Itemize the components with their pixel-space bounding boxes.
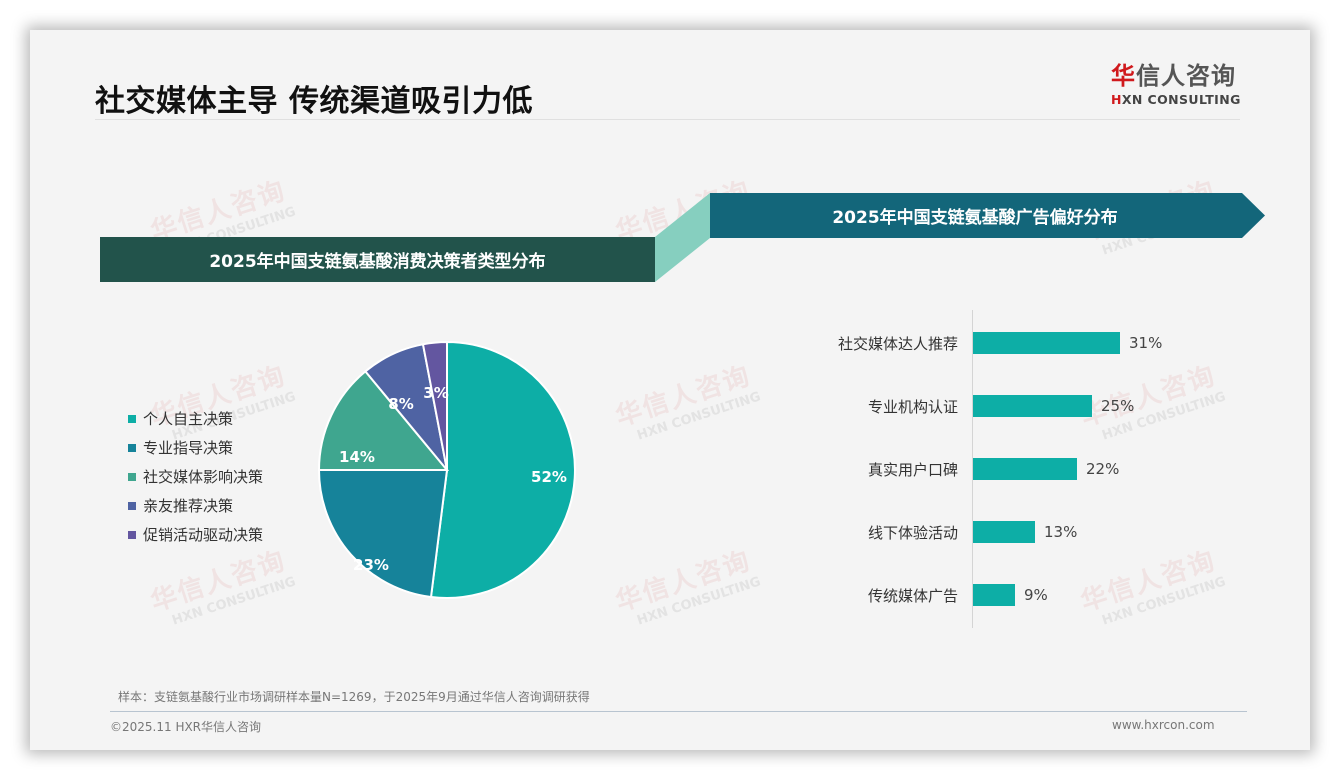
logo-en: HXN CONSULTING	[1111, 92, 1241, 107]
page-title: 社交媒体主导 传统渠道吸引力低	[95, 84, 533, 119]
left-chart-banner: 2025年中国支链氨基酸消费决策者类型分布	[100, 237, 655, 282]
pie-label: 3%	[423, 384, 448, 402]
sample-note: 样本：支链氨基酸行业市场调研样本量N=1269，于2025年9月通过华信人咨询调…	[118, 690, 590, 704]
banner-connector	[655, 193, 710, 282]
legend-item: 专业指导决策	[128, 433, 263, 462]
bar-row: 专业机构认证 25%	[867, 395, 1135, 417]
legend-item: 亲友推荐决策	[128, 491, 263, 520]
pie-chart: 52% 23% 14% 8% 3%	[317, 340, 576, 599]
legend-swatch	[128, 414, 136, 423]
footer-divider	[110, 711, 1247, 712]
pie-label: 8%	[388, 395, 413, 413]
pie-slice-promo	[421, 340, 448, 471]
bar-row: 传统媒体广告 9%	[867, 584, 1048, 606]
pie-label: 52%	[531, 468, 567, 486]
legend-swatch	[128, 443, 136, 452]
bar	[973, 458, 1077, 480]
pie-label: 14%	[339, 448, 375, 466]
legend-swatch	[128, 530, 136, 539]
pie-label: 23%	[353, 556, 389, 574]
bar-row: 真实用户口碑 22%	[867, 458, 1120, 480]
right-chart-banner: 2025年中国支链氨基酸广告偏好分布	[710, 193, 1265, 238]
legend-item: 促销活动驱动决策	[128, 520, 263, 549]
bar	[973, 395, 1092, 417]
copyright: ©2025.11 HXR华信人咨询	[110, 720, 262, 734]
pie-legend: 个人自主决策 专业指导决策 社交媒体影响决策 亲友推荐决策 促销活动驱动决策	[128, 404, 263, 549]
logo: 华信人咨询 HXN CONSULTING	[1111, 62, 1241, 107]
bar	[973, 332, 1120, 354]
bar	[973, 521, 1035, 543]
bar-row: 线下体验活动 13%	[867, 521, 1078, 543]
right-chart-banner-text: 2025年中国支链氨基酸广告偏好分布	[832, 208, 1118, 228]
bar	[973, 584, 1015, 606]
legend-swatch	[128, 501, 136, 510]
legend-item: 社交媒体影响决策	[128, 462, 263, 491]
arrow-banner-shape	[710, 193, 1265, 238]
pie-slice-professional	[317, 469, 449, 599]
website-link[interactable]: www.hxrcon.com	[1112, 718, 1215, 732]
legend-item: 个人自主决策	[128, 404, 263, 433]
bar-axis	[972, 310, 973, 628]
header-divider	[95, 119, 1240, 120]
legend-swatch	[128, 472, 136, 481]
bar-chart: 社交媒体达人推荐 31% 专业机构认证 25% 真实用户口碑 22% 线下体验活…	[810, 310, 1210, 630]
pie-slice-personal	[429, 340, 576, 599]
logo-cn: 华信人咨询	[1111, 62, 1236, 90]
pie-slice-social	[317, 369, 450, 471]
bar-row: 社交媒体达人推荐 31%	[837, 332, 1163, 354]
